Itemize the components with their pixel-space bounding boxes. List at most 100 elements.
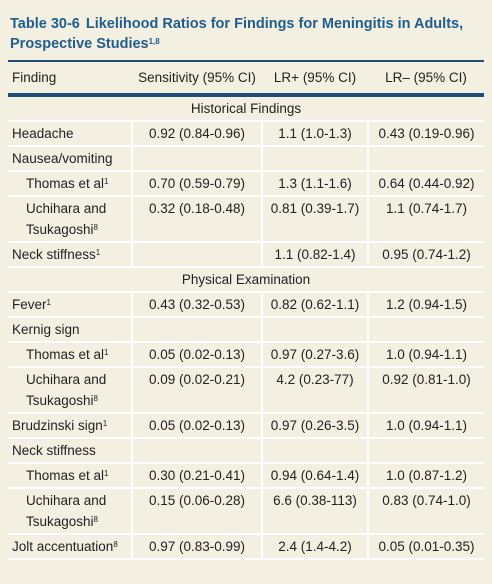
lr-pos-cell: 0.97 (0.26-3.5) <box>261 412 369 439</box>
reference: 1 <box>104 348 109 357</box>
finding-text: Kernig sign <box>12 322 80 337</box>
sensitivity-cell <box>131 316 263 343</box>
reference: 1 <box>102 419 108 428</box>
finding-cell: Kernig sign <box>8 316 133 343</box>
sensitivity-cell: 0.43 (0.32-0.53) <box>131 291 263 318</box>
findings-table: Finding Sensitivity (95% CI) LR+ (95% CI) L… <box>8 60 484 560</box>
reference: 8 <box>93 515 98 524</box>
sensitivity-cell: 0.30 (0.21-0.41) <box>131 462 263 489</box>
finding-cell: Thomas et al1 <box>8 462 133 489</box>
lr-neg-cell: 1.0 (0.94-1.1) <box>367 341 484 368</box>
column-header: Sensitivity (95% CI) <box>132 60 262 97</box>
lr-pos-cell: 2.4 (1.4-4.2) <box>261 533 369 560</box>
finding-row: Brudzinski sign1 0.05 (0.02-0.13) 0.97 (0.… <box>8 412 484 439</box>
lr-neg-cell: 0.43 (0.19-0.96) <box>367 120 484 147</box>
lr-neg-cell: 1.1 (0.74-1.7) <box>367 195 484 243</box>
title-text: Likelihood Ratios for Findings for Menin… <box>10 16 464 52</box>
finding-text: Thomas et al <box>26 176 105 191</box>
finding-cell: Headache <box>8 120 133 147</box>
section-heading: Historical Findings <box>8 94 484 122</box>
finding-text: Fever <box>12 297 47 312</box>
lr-neg-cell: 0.64 (0.44-0.92) <box>367 170 484 197</box>
lr-pos-cell: 0.97 (0.27-3.6) <box>261 341 369 368</box>
finding-text: Thomas et al <box>26 347 105 362</box>
reference: 1 <box>46 298 51 307</box>
finding-cell: Jolt accentuation8 <box>8 533 133 560</box>
finding-row: Neck stiffness <box>8 437 484 464</box>
finding-text: Uchihara and Tsukagoshi <box>26 493 107 529</box>
finding-text: Uchihara and Tsukagoshi <box>26 372 107 408</box>
finding-cell: Uchihara and Tsukagoshi8 <box>8 366 133 414</box>
finding-row: Neck stiffness1 1.1 (0.82-1.4) 0.95 (0.74-… <box>8 241 484 268</box>
sensitivity-cell: 0.05 (0.02-0.13) <box>131 341 263 368</box>
finding-row: Thomas et al1 0.70 (0.59-0.79) 1.3 (1.1-1.… <box>8 170 484 197</box>
reference: 1 <box>95 248 101 257</box>
column-header: LR+ (95% CI) <box>262 60 368 97</box>
sensitivity-cell: 0.15 (0.06-0.28) <box>131 487 263 535</box>
section-heading: Physical Examination <box>8 266 484 293</box>
finding-cell: Neck stiffness <box>8 437 133 464</box>
reference: 1 <box>104 469 109 478</box>
finding-row: Kernig sign <box>8 316 484 343</box>
finding-row: Thomas et al1 0.05 (0.02-0.13) 0.97 (0.27-… <box>8 341 484 368</box>
finding-text: Thomas et al <box>26 468 105 483</box>
table-number: Table 30-6 <box>10 16 80 32</box>
finding-row: Fever1 0.43 (0.32-0.53) 0.82 (0.62-1.1) 1.2… <box>8 291 484 318</box>
finding-row: Uchihara and Tsukagoshi8 0.15 (0.06-0.28)… <box>8 487 484 535</box>
finding-row: Thomas et al1 0.30 (0.21-0.41) 0.94 (0.64-… <box>8 462 484 489</box>
table-title: Table 30-6 Likelihood Ratios for Findings… <box>10 14 484 54</box>
sensitivity-cell <box>131 145 263 172</box>
lr-pos-cell: 0.81 (0.39-1.7) <box>261 195 369 243</box>
sensitivity-cell: 0.32 (0.18-0.48) <box>131 195 263 243</box>
finding-row: Nausea/vomiting <box>8 145 484 172</box>
lr-neg-cell <box>367 316 484 343</box>
sensitivity-cell: 0.09 (0.02-0.21) <box>131 366 263 414</box>
reference: 1 <box>104 177 109 186</box>
column-header: LR– (95% CI) <box>368 60 484 97</box>
lr-pos-cell: 1.3 (1.1-1.6) <box>261 170 369 197</box>
lr-pos-cell <box>261 316 369 343</box>
lr-neg-cell: 0.83 (0.74-1.0) <box>367 487 484 535</box>
sensitivity-cell <box>131 437 263 464</box>
lr-neg-cell: 0.92 (0.81-1.0) <box>367 366 484 414</box>
finding-text: Neck stiffness <box>12 247 96 262</box>
title-sup: 1,8 <box>148 37 160 46</box>
lr-pos-cell <box>261 437 369 464</box>
lr-neg-cell <box>367 437 484 464</box>
finding-cell: Nausea/vomiting <box>8 145 133 172</box>
sensitivity-cell: 0.92 (0.84-0.96) <box>131 120 263 147</box>
finding-row: Uchihara and Tsukagoshi8 0.09 (0.02-0.21)… <box>8 366 484 414</box>
finding-cell: Fever1 <box>8 291 133 318</box>
finding-text: Nausea/vomiting <box>12 151 113 166</box>
column-header: Finding <box>8 60 132 97</box>
lr-neg-cell: 1.0 (0.87-1.2) <box>367 462 484 489</box>
lr-pos-cell <box>261 145 369 172</box>
lr-neg-cell: 1.2 (0.94-1.5) <box>367 291 484 318</box>
finding-row: Jolt accentuation8 0.97 (0.83-0.99) 2.4 (1… <box>8 533 484 560</box>
lr-pos-cell: 6.6 (0.38-113) <box>261 487 369 535</box>
finding-text: Jolt accentuation <box>12 539 114 554</box>
lr-pos-cell: 0.82 (0.62-1.1) <box>261 291 369 318</box>
finding-cell: Thomas et al1 <box>8 341 133 368</box>
lr-neg-cell: 0.05 (0.01-0.35) <box>367 533 484 560</box>
finding-row: Headache 0.92 (0.84-0.96) 1.1 (1.0-1.3) 0.4… <box>8 120 484 147</box>
section-row: Historical Findings <box>8 94 484 122</box>
lr-neg-cell: 1.0 (0.94-1.1) <box>367 412 484 439</box>
reference: 8 <box>113 540 118 549</box>
sensitivity-cell: 0.97 (0.83-0.99) <box>131 533 263 560</box>
section-row: Physical Examination <box>8 266 484 293</box>
finding-cell: Brudzinski sign1 <box>8 412 133 439</box>
lr-neg-cell <box>367 145 484 172</box>
finding-text: Uchihara and Tsukagoshi <box>26 201 107 237</box>
header-row: Finding Sensitivity (95% CI) LR+ (95% CI) L… <box>8 60 484 97</box>
lr-pos-cell: 1.1 (0.82-1.4) <box>261 241 369 268</box>
lr-pos-cell: 4.2 (0.23-77) <box>261 366 369 414</box>
sensitivity-cell: 0.70 (0.59-0.79) <box>131 170 263 197</box>
lr-pos-cell: 1.1 (1.0-1.3) <box>261 120 369 147</box>
finding-cell: Uchihara and Tsukagoshi8 <box>8 195 133 243</box>
reference: 8 <box>93 223 98 232</box>
lr-neg-cell: 0.95 (0.74-1.2) <box>367 241 484 268</box>
reference: 8 <box>93 394 98 403</box>
finding-cell: Neck stiffness1 <box>8 241 133 268</box>
